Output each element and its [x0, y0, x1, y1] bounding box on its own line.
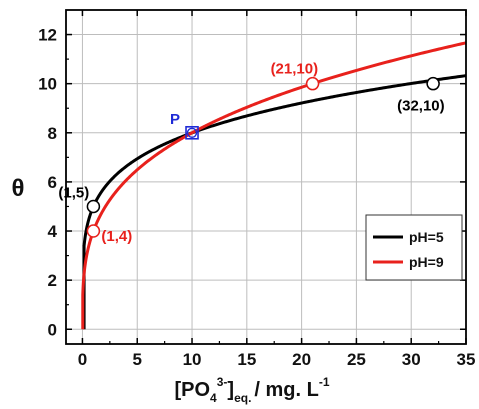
point-labels: (1,5) (32,10) (1,4) (21,10) P: [58, 61, 444, 245]
x-title-sub1: 4: [210, 391, 217, 405]
y-tick-label: 0: [48, 320, 57, 339]
data-point-label: (1,5): [58, 184, 89, 201]
data-point-marker: [305, 76, 320, 91]
y-tick-label: 6: [48, 173, 57, 192]
y-axis-title: θ: [12, 175, 25, 202]
x-tick-label: 15: [237, 350, 256, 369]
data-point-label: (32,10): [397, 98, 445, 115]
intersection-label: P: [170, 111, 180, 128]
x-tick-label: 10: [183, 350, 202, 369]
data-point-marker: [86, 199, 101, 214]
x-axis-title: [PO43-]eq. / mg. L-1: [174, 375, 329, 405]
data-point-label: (21,10): [271, 61, 319, 78]
plot-frame: [65, 9, 467, 345]
x-title-sub2: eq.: [234, 391, 251, 405]
axes: 0 5 10 15 20 25 30 35 0 2 4 6 8 10 12: [38, 9, 476, 369]
y-tick-label: 8: [48, 124, 57, 143]
x-tick-label: 25: [347, 350, 366, 369]
x-tick-label: 0: [78, 350, 87, 369]
grid: [66, 10, 467, 344]
data-markers: [86, 76, 440, 238]
x-title-unit-sup: -1: [319, 375, 330, 389]
x-tick-label: 35: [457, 350, 476, 369]
intersection-marker-ring: [186, 127, 198, 138]
x-tick-label: 30: [402, 350, 421, 369]
data-point-marker: [426, 76, 440, 91]
curves: [81, 41, 467, 330]
x-tick-label: 20: [292, 350, 311, 369]
intersection-marker: [185, 125, 199, 140]
x-title-unit: / mg. L: [254, 379, 318, 401]
legend-label-ph9: pH=9: [409, 254, 444, 270]
y-tick-label: 2: [48, 271, 57, 290]
series-line-ph9: [81, 41, 467, 330]
x-title-close: ]: [227, 379, 234, 401]
legend-label-ph5: pH=5: [409, 229, 444, 245]
data-point-marker: [86, 224, 101, 238]
y-tick-label: 4: [48, 222, 58, 241]
x-tick-label: 5: [132, 350, 141, 369]
legend-box: [365, 214, 463, 281]
y-tick-label: 12: [38, 26, 57, 45]
x-title-base: [PO: [174, 379, 210, 401]
x-title-sup: 3-: [217, 375, 228, 389]
data-point-label: (1,4): [101, 228, 132, 245]
legend: pH=5 pH=9: [365, 214, 463, 281]
y-tick-label: 10: [38, 75, 57, 94]
